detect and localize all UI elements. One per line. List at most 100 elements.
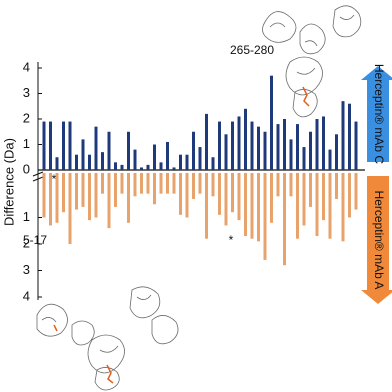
bar (218, 173, 221, 215)
bar (198, 173, 202, 194)
bar (224, 173, 228, 226)
bar (62, 121, 65, 170)
bar (309, 173, 312, 207)
bar (127, 131, 130, 170)
bar (276, 173, 280, 197)
legend-label: Herceptin® mAb A (372, 191, 386, 290)
bar (328, 149, 332, 170)
bar (68, 173, 72, 244)
legend-arrow (361, 176, 392, 304)
bar (348, 103, 351, 170)
bar (68, 121, 72, 170)
bar (107, 173, 111, 229)
bar (263, 131, 267, 170)
bar (335, 134, 338, 170)
bar (172, 167, 176, 170)
bar (62, 173, 65, 213)
bar (179, 173, 182, 215)
y-tick-label: 3 (23, 262, 30, 277)
bar (283, 119, 286, 170)
bar (192, 173, 195, 199)
bar (315, 173, 319, 237)
bar (211, 173, 215, 197)
bar (49, 173, 52, 226)
bar (348, 173, 351, 218)
bar (81, 173, 85, 207)
bar (94, 126, 98, 170)
bar (231, 173, 234, 213)
bar (257, 173, 260, 242)
bar (322, 173, 325, 221)
legend-arrow (361, 66, 392, 162)
bar (296, 173, 299, 239)
bar (250, 121, 254, 170)
bar (42, 121, 46, 170)
y-tick-label: 3 (23, 85, 30, 100)
bar (309, 131, 312, 170)
bar (328, 173, 332, 239)
bar (218, 121, 221, 170)
bar (205, 113, 208, 170)
annotation: * (229, 233, 234, 247)
bar (153, 173, 156, 205)
bar (237, 116, 241, 170)
bar (172, 173, 176, 194)
bar (237, 173, 241, 221)
bar (75, 173, 78, 210)
bar (101, 173, 104, 194)
bar (211, 157, 215, 170)
bar (296, 124, 299, 170)
bar (185, 173, 189, 218)
protein-bottom (36, 286, 179, 391)
bar (75, 154, 78, 170)
bar (354, 121, 358, 170)
bar (289, 173, 293, 197)
bar (140, 167, 143, 170)
y-axis-label: Difference (Da) (1, 138, 16, 226)
legend-label: Herceptin® mAb C (372, 64, 386, 165)
bar (289, 139, 293, 170)
bar (166, 141, 169, 170)
bar (127, 173, 130, 223)
protein-top (262, 5, 362, 118)
annotation: 5-17 (23, 233, 47, 247)
bar (179, 154, 182, 170)
bar (101, 152, 104, 170)
bar (146, 164, 150, 170)
bar (270, 173, 273, 223)
bar (244, 108, 247, 170)
bar (322, 116, 325, 170)
bar (302, 147, 306, 170)
bar (205, 173, 208, 239)
y-tick-label: 0 (23, 161, 30, 176)
bar (250, 173, 254, 239)
bar (133, 173, 137, 197)
bar (88, 154, 91, 170)
bar (153, 144, 156, 170)
bar (315, 119, 319, 170)
bar (140, 173, 143, 194)
bar (55, 173, 59, 223)
bar (88, 173, 91, 221)
bar (120, 164, 124, 170)
bar (159, 162, 163, 170)
bar (49, 121, 52, 170)
bar (192, 131, 195, 170)
bar (133, 149, 137, 170)
bar (81, 139, 85, 170)
bar (114, 173, 117, 207)
y-tick-label: 4 (23, 59, 30, 74)
bar (114, 162, 117, 170)
bar (94, 173, 98, 218)
bar (231, 121, 234, 170)
bar (55, 157, 59, 170)
bar (120, 173, 124, 194)
y-tick-label: 4 (23, 288, 30, 303)
bar (335, 173, 338, 199)
bar (341, 101, 345, 170)
bar (185, 154, 189, 170)
bar (276, 124, 280, 170)
y-tick-label: 2 (23, 110, 30, 125)
